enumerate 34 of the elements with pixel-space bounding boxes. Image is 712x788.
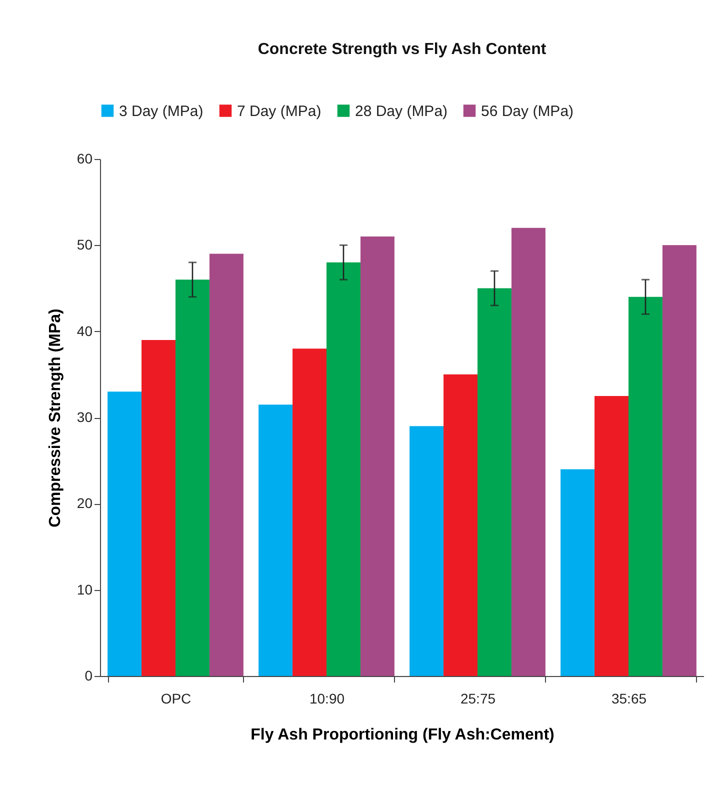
legend-label: 7 Day (MPa) bbox=[237, 102, 322, 120]
bar bbox=[108, 392, 142, 676]
bar bbox=[360, 236, 394, 676]
x-tick-label: 10:90 bbox=[309, 690, 345, 706]
x-tick-label: 35:65 bbox=[611, 690, 647, 706]
bar bbox=[142, 340, 176, 676]
bar bbox=[258, 404, 293, 676]
y-tick-label: 40 bbox=[76, 322, 93, 339]
legend-label: 56 Day (MPa) bbox=[481, 102, 574, 120]
y-axis-title: Compressive Strength (MPa) bbox=[46, 308, 64, 528]
bar bbox=[209, 254, 244, 676]
y-tick-label: 20 bbox=[76, 495, 93, 512]
y-tick-label: 0 bbox=[84, 668, 93, 684]
bar bbox=[292, 348, 326, 676]
bar bbox=[326, 262, 360, 676]
bar bbox=[176, 280, 210, 676]
bar bbox=[628, 296, 662, 676]
bar bbox=[662, 245, 696, 676]
legend-label: 3 Day (MPa) bbox=[119, 102, 204, 120]
bar bbox=[410, 426, 444, 676]
bar bbox=[560, 469, 595, 676]
y-tick-label: 60 bbox=[76, 150, 93, 166]
bar bbox=[511, 228, 546, 676]
y-tick-label: 10 bbox=[76, 581, 93, 598]
bar bbox=[478, 288, 512, 676]
chart-title: Concrete Strength vs Fly Ash Content bbox=[258, 41, 547, 58]
bar bbox=[594, 396, 628, 676]
x-axis-title: Fly Ash Proportioning (Fly Ash:Cement) bbox=[250, 726, 554, 744]
y-tick-label: 30 bbox=[76, 409, 93, 425]
x-tick-label: 25:75 bbox=[460, 690, 496, 706]
x-tick-label: OPC bbox=[160, 690, 192, 706]
y-tick-label: 50 bbox=[76, 236, 93, 253]
bar bbox=[444, 374, 478, 676]
legend-label: 28 Day (MPa) bbox=[355, 102, 448, 120]
